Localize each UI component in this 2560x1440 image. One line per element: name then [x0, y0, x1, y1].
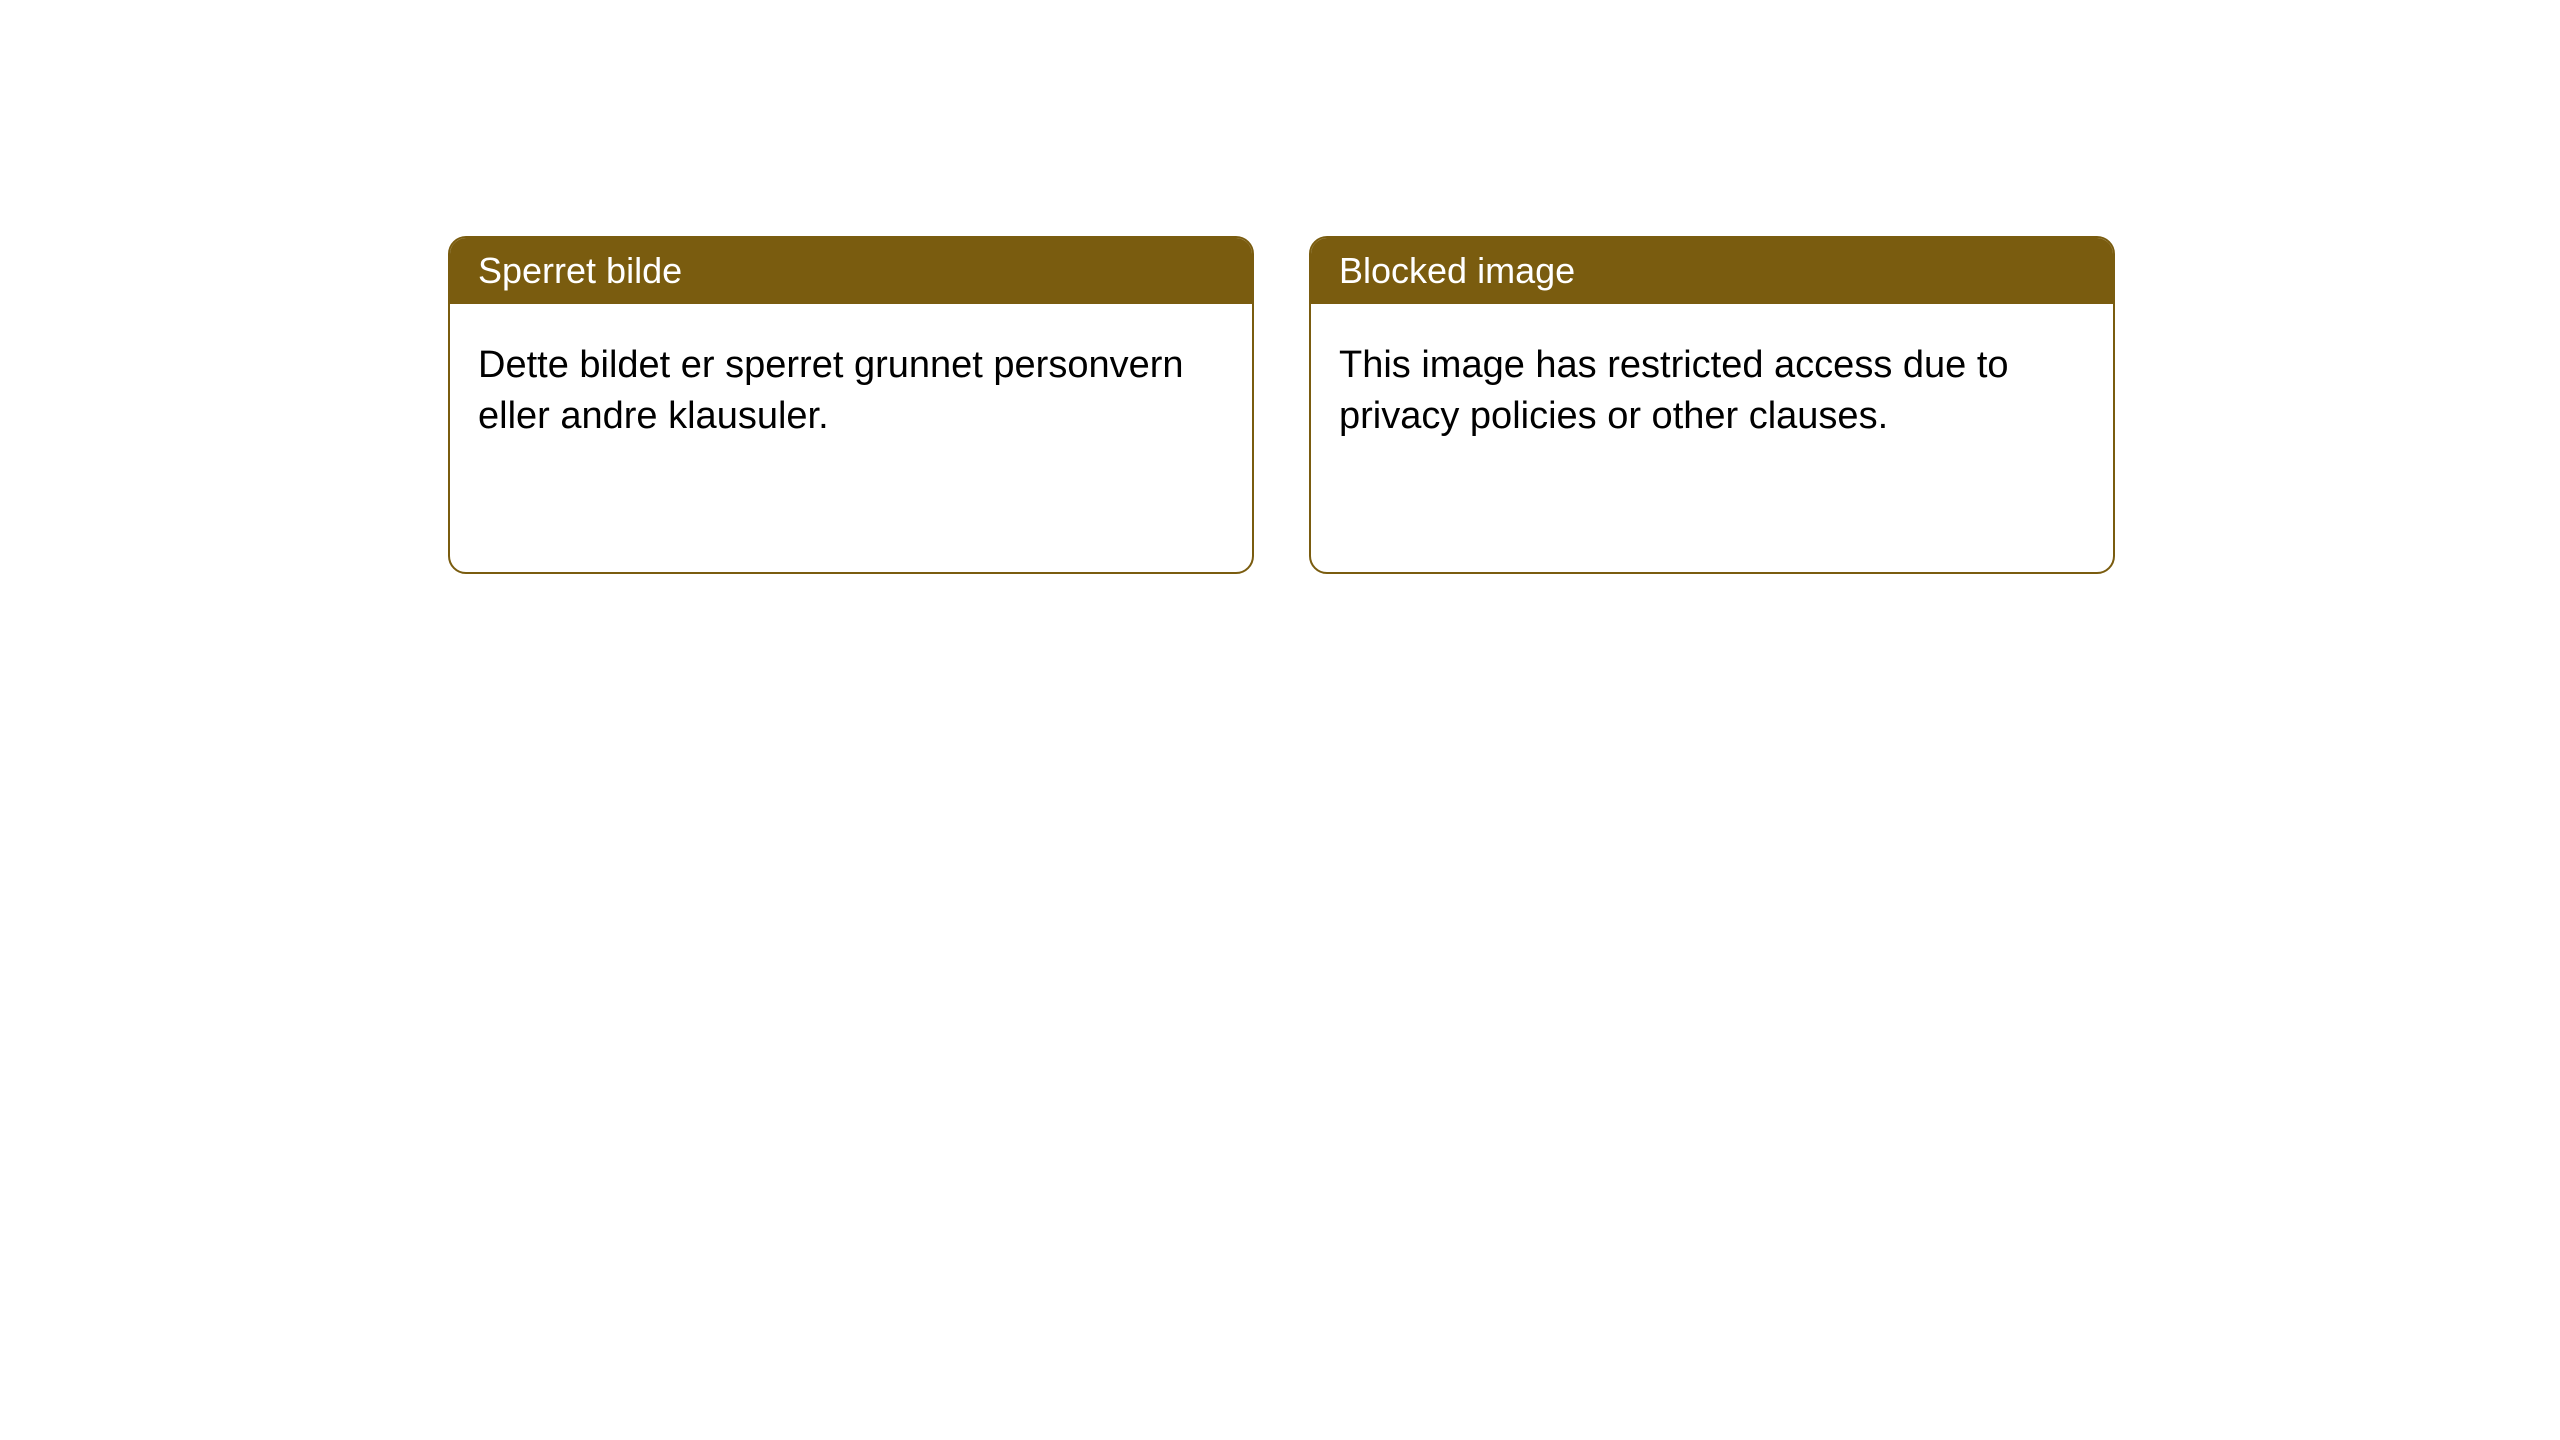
card-body-text: This image has restricted access due to … [1339, 344, 2009, 437]
card-body-text: Dette bildet er sperret grunnet personve… [478, 344, 1184, 437]
cards-container: Sperret bilde Dette bildet er sperret gr… [448, 236, 2115, 574]
card-body: Dette bildet er sperret grunnet personve… [450, 304, 1252, 479]
card-header: Sperret bilde [450, 238, 1252, 304]
card-title: Blocked image [1339, 250, 1575, 291]
blocked-image-card-no: Sperret bilde Dette bildet er sperret gr… [448, 236, 1254, 574]
card-header: Blocked image [1311, 238, 2113, 304]
card-title: Sperret bilde [478, 250, 682, 291]
card-body: This image has restricted access due to … [1311, 304, 2113, 479]
blocked-image-card-en: Blocked image This image has restricted … [1309, 236, 2115, 574]
